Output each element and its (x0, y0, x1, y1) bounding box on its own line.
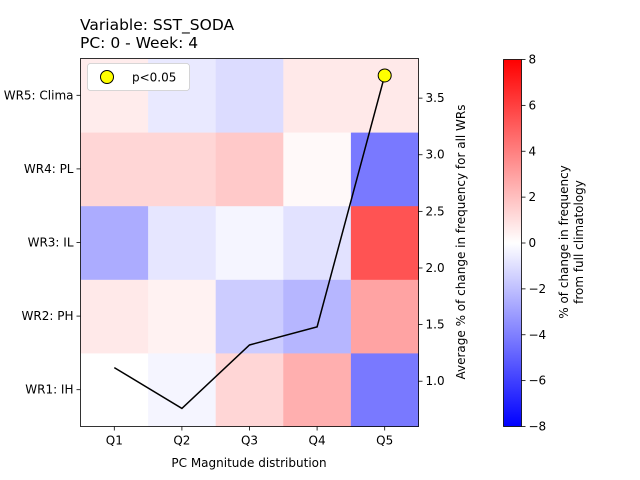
x-tick-label: Q3 (241, 434, 258, 448)
heatmap-cell (215, 205, 284, 280)
colorbar-tick-label: 4 (529, 144, 537, 158)
colorbar-label-line1: % of change in frequency (557, 165, 571, 319)
heatmap-cell (80, 279, 149, 354)
heatmap-cell (148, 132, 217, 207)
heatmap-cell (283, 352, 352, 427)
legend-box (87, 63, 190, 91)
heatmap-cells (80, 58, 419, 427)
y-tick-label: WR3: IL (28, 236, 74, 250)
heatmap-cell (350, 279, 419, 354)
x-tick-label: Q5 (376, 434, 393, 448)
legend-marker (100, 70, 114, 84)
heatmap-cell (215, 58, 284, 133)
y2-tick-label: 1.5 (426, 318, 445, 332)
y2-tick-label: 2.5 (426, 204, 445, 218)
legend: p<0.05 (87, 63, 190, 91)
heatmap-cell (283, 132, 352, 207)
significance-marker (377, 68, 392, 83)
heatmap-cell (350, 132, 419, 207)
chart-title-line1: Variable: SST_SODA (80, 16, 235, 34)
colorbar-tick-label: −8 (529, 420, 547, 434)
y2-tick-label: 2.0 (426, 261, 445, 275)
heatmap-cell (80, 205, 149, 280)
colorbar-ticks: −8 −6 −4 −2 0 2 4 6 8 (521, 53, 547, 434)
x-tick-label: Q1 (106, 434, 123, 448)
heatmap-cell (350, 205, 419, 280)
colorbar-tick-label: −2 (529, 282, 547, 296)
heatmap-cell (148, 279, 217, 354)
heatmap-cell (350, 352, 419, 427)
heatmap-cell (148, 205, 217, 280)
colorbar-tick-label: 0 (529, 236, 537, 250)
y-tick-label: WR5: Clima (4, 88, 74, 102)
chart-title: Variable: SST_SODA PC: 0 - Week: 4 (80, 16, 234, 52)
y2-tick-label: 3.5 (426, 91, 445, 105)
colorbar-tick-label: 6 (529, 98, 537, 112)
colorbar-label: % of change in frequency from full clima… (557, 165, 586, 319)
colorbar-tick-label: 2 (529, 190, 537, 204)
colorbar (503, 59, 522, 427)
significance-markers (377, 68, 392, 83)
heatmap-cell (283, 279, 352, 354)
colorbar-label-line2: from full climatology (572, 180, 586, 304)
y-tick-label: WR2: PH (22, 309, 74, 323)
heatmap-cell (215, 352, 284, 427)
colorbar-tick-label: −4 (529, 328, 547, 342)
y2-axis-label: Average % of change in frequency for all… (454, 104, 468, 379)
y2-tick-label: 1.0 (426, 374, 445, 388)
x-tick-label: Q2 (173, 434, 190, 448)
y-axis-left: WR1: IH WR2: PH WR3: IL WR4: PL WR5: Clima (4, 88, 81, 397)
y2-tick-label: 3.0 (426, 148, 445, 162)
y-tick-label: WR1: IH (25, 383, 73, 397)
y-axis-right: 1.0 1.5 2.0 2.5 3.0 3.5 (418, 91, 445, 388)
legend-label: p<0.05 (132, 71, 176, 85)
heatmap-cell (80, 352, 149, 427)
x-axis-label: PC Magnitude distribution (171, 456, 326, 470)
colorbar-tick-label: 8 (529, 53, 537, 67)
x-axis: Q1 Q2 Q3 Q4 Q5 (106, 426, 393, 448)
x-tick-label: Q4 (309, 434, 326, 448)
chart-title-line2: PC: 0 - Week: 4 (80, 34, 199, 52)
heatmap-cell (283, 58, 352, 133)
heatmap-cell (215, 279, 284, 354)
y-tick-label: WR4: PL (24, 162, 74, 176)
heatmap-cell (148, 352, 217, 427)
heatmap-cell (80, 132, 149, 207)
colorbar-tick-label: −6 (529, 374, 547, 388)
heatmap-cell (215, 132, 284, 207)
heatmap-cell (283, 205, 352, 280)
average-change-line (113, 75, 386, 410)
